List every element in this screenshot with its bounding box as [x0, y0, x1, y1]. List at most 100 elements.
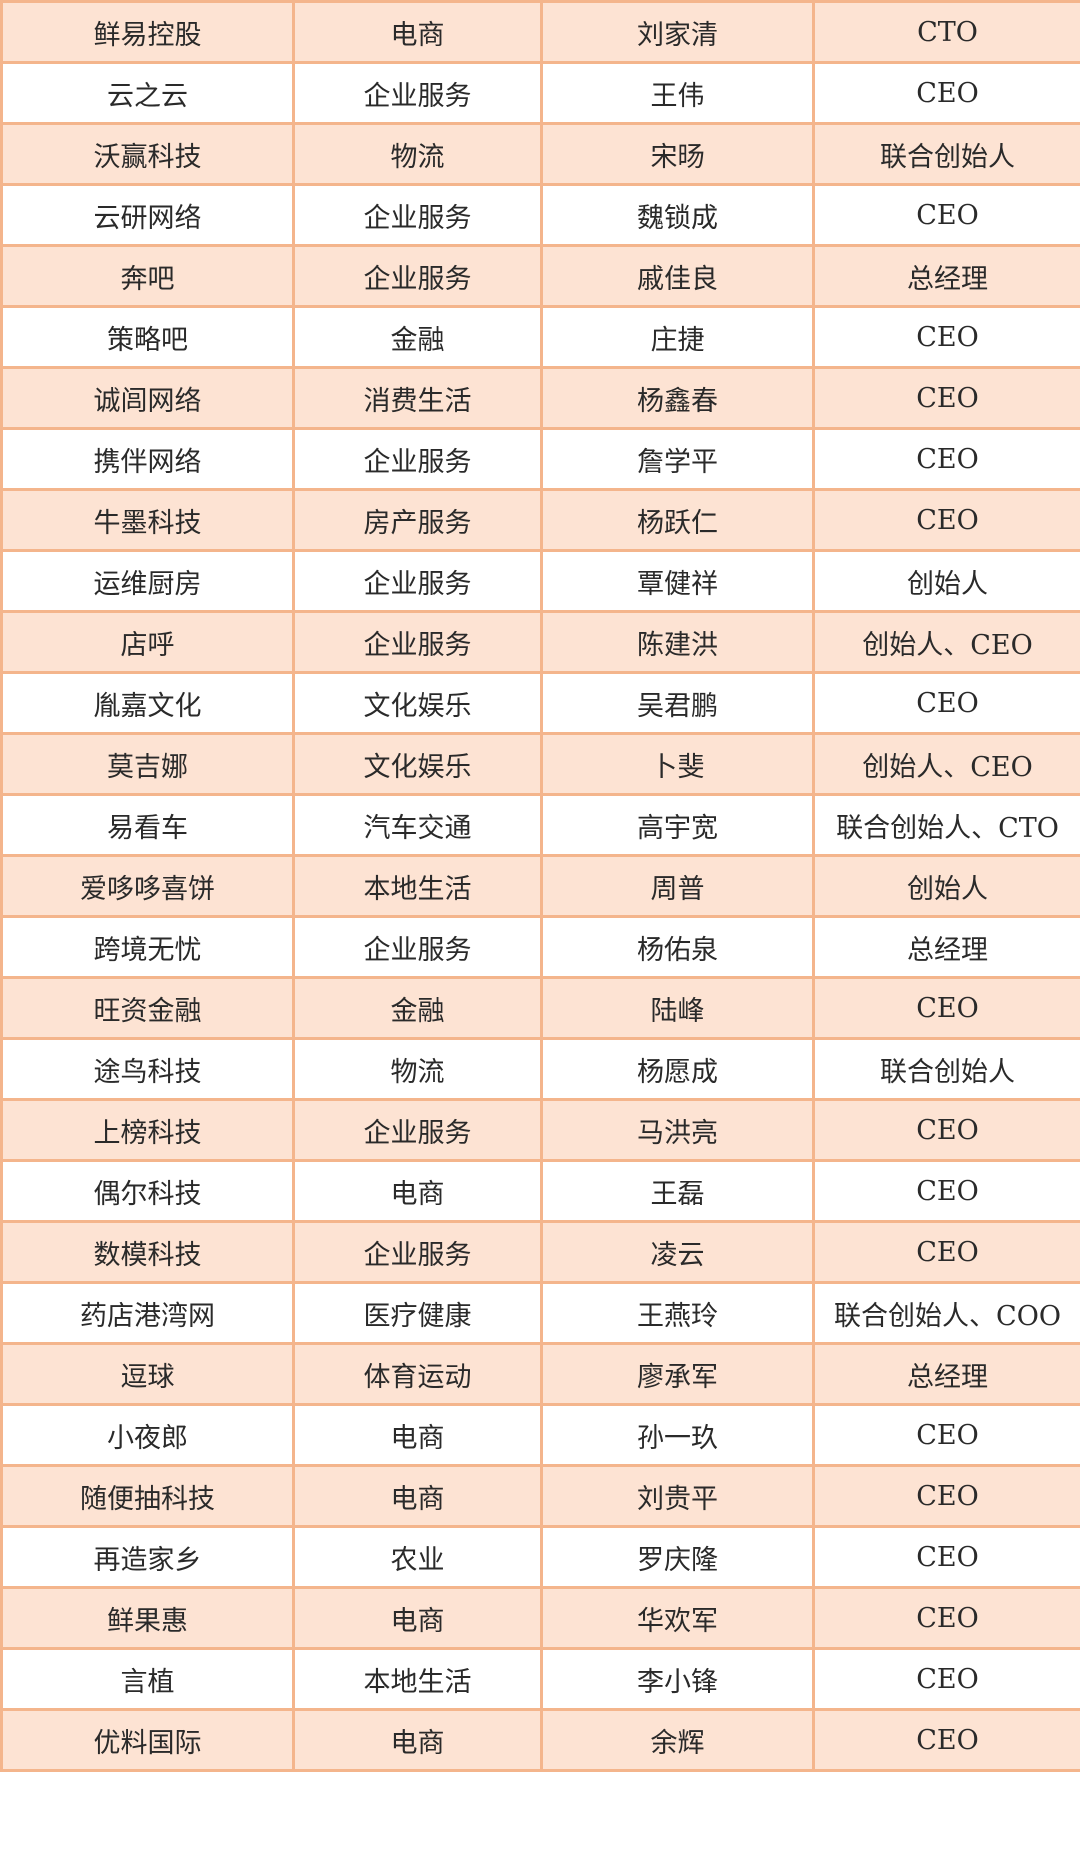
person-cell: 华欢军	[540, 1586, 815, 1650]
company-cell: 云之云	[0, 61, 295, 125]
title-cell: CEO	[812, 427, 1080, 491]
table-row: 药店港湾网 医疗健康 王燕玲 联合创始人、COO	[0, 1281, 1080, 1345]
company-cell: 偶尔科技	[0, 1159, 295, 1223]
industry-cell: 企业服务	[292, 915, 543, 979]
person-cell: 卜斐	[540, 732, 815, 796]
title-cell: 创始人	[812, 549, 1080, 613]
person-cell: 杨鑫春	[540, 366, 815, 430]
industry-cell: 企业服务	[292, 427, 543, 491]
title-cell: CEO	[812, 1220, 1080, 1284]
company-cell: 随便抽科技	[0, 1464, 295, 1528]
industry-cell: 企业服务	[292, 1220, 543, 1284]
company-cell: 上榜科技	[0, 1098, 295, 1162]
title-cell: CEO	[812, 183, 1080, 247]
industry-cell: 电商	[292, 1708, 543, 1772]
title-cell: CEO	[812, 1525, 1080, 1589]
industry-cell: 物流	[292, 122, 543, 186]
title-cell: 联合创始人、COO	[812, 1281, 1080, 1345]
title-cell: 创始人	[812, 854, 1080, 918]
person-cell: 廖承军	[540, 1342, 815, 1406]
company-cell: 诚闾网络	[0, 366, 295, 430]
title-cell: CEO	[812, 1159, 1080, 1223]
industry-cell: 企业服务	[292, 61, 543, 125]
person-cell: 高宇宽	[540, 793, 815, 857]
industry-cell: 体育运动	[292, 1342, 543, 1406]
table-row: 小夜郎 电商 孙一玖 CEO	[0, 1403, 1080, 1467]
table-row: 旺资金融 金融 陆峰 CEO	[0, 976, 1080, 1040]
table-row: 随便抽科技 电商 刘贵平 CEO	[0, 1464, 1080, 1528]
title-cell: CEO	[812, 976, 1080, 1040]
company-cell: 店呼	[0, 610, 295, 674]
table-row: 上榜科技 企业服务 马洪亮 CEO	[0, 1098, 1080, 1162]
title-cell: CEO	[812, 488, 1080, 552]
industry-cell: 文化娱乐	[292, 671, 543, 735]
person-cell: 陈建洪	[540, 610, 815, 674]
title-cell: CEO	[812, 1647, 1080, 1711]
company-cell: 鲜易控股	[0, 0, 295, 64]
title-cell: 联合创始人、CTO	[812, 793, 1080, 857]
table-row: 云研网络 企业服务 魏锁成 CEO	[0, 183, 1080, 247]
person-cell: 杨愿成	[540, 1037, 815, 1101]
person-cell: 杨跃仁	[540, 488, 815, 552]
person-cell: 孙一玖	[540, 1403, 815, 1467]
industry-cell: 农业	[292, 1525, 543, 1589]
person-cell: 詹学平	[540, 427, 815, 491]
person-cell: 杨佑泉	[540, 915, 815, 979]
company-cell: 胤嘉文化	[0, 671, 295, 735]
industry-cell: 电商	[292, 1159, 543, 1223]
title-cell: CEO	[812, 1464, 1080, 1528]
company-cell: 易看车	[0, 793, 295, 857]
industry-cell: 企业服务	[292, 1098, 543, 1162]
title-cell: CEO	[812, 366, 1080, 430]
industry-cell: 企业服务	[292, 610, 543, 674]
company-cell: 云研网络	[0, 183, 295, 247]
company-cell: 优料国际	[0, 1708, 295, 1772]
person-cell: 吴君鹏	[540, 671, 815, 735]
company-cell: 携伴网络	[0, 427, 295, 491]
title-cell: CEO	[812, 1586, 1080, 1650]
title-cell: CTO	[812, 0, 1080, 64]
person-cell: 王磊	[540, 1159, 815, 1223]
company-cell: 跨境无忧	[0, 915, 295, 979]
title-cell: CEO	[812, 1403, 1080, 1467]
company-cell: 数模科技	[0, 1220, 295, 1284]
person-cell: 余辉	[540, 1708, 815, 1772]
industry-cell: 电商	[292, 1403, 543, 1467]
person-cell: 李小锋	[540, 1647, 815, 1711]
person-cell: 覃健祥	[540, 549, 815, 613]
table-row: 鲜果惠 电商 华欢军 CEO	[0, 1586, 1080, 1650]
table-body: 鲜易控股 电商 刘家清 CTO 云之云 企业服务 王伟 CEO 沃赢科技 物流 宋旸 联合创始人 云研网…	[0, 0, 1080, 1772]
title-cell: 创始人、CEO	[812, 732, 1080, 796]
table-row: 逗球 体育运动 廖承军 总经理	[0, 1342, 1080, 1406]
title-cell: 总经理	[812, 1342, 1080, 1406]
table-row: 云之云 企业服务 王伟 CEO	[0, 61, 1080, 125]
person-cell: 凌云	[540, 1220, 815, 1284]
title-cell: 创始人、CEO	[812, 610, 1080, 674]
table-row: 莫吉娜 文化娱乐 卜斐 创始人、CEO	[0, 732, 1080, 796]
company-cell: 旺资金融	[0, 976, 295, 1040]
industry-cell: 企业服务	[292, 244, 543, 308]
title-cell: CEO	[812, 1098, 1080, 1162]
company-cell: 策略吧	[0, 305, 295, 369]
title-cell: CEO	[812, 305, 1080, 369]
person-cell: 刘贵平	[540, 1464, 815, 1528]
industry-cell: 企业服务	[292, 183, 543, 247]
title-cell: 联合创始人	[812, 122, 1080, 186]
company-cell: 莫吉娜	[0, 732, 295, 796]
industry-cell: 医疗健康	[292, 1281, 543, 1345]
title-cell: CEO	[812, 61, 1080, 125]
industry-cell: 本地生活	[292, 1647, 543, 1711]
person-cell: 王伟	[540, 61, 815, 125]
industry-cell: 电商	[292, 1464, 543, 1528]
industry-cell: 文化娱乐	[292, 732, 543, 796]
person-cell: 周普	[540, 854, 815, 918]
title-cell: CEO	[812, 1708, 1080, 1772]
company-table: 鲜易控股 电商 刘家清 CTO 云之云 企业服务 王伟 CEO 沃赢科技 物流 宋旸 联合创始人 云研网…	[0, 0, 1080, 1772]
table-row: 途鸟科技 物流 杨愿成 联合创始人	[0, 1037, 1080, 1101]
title-cell: CEO	[812, 671, 1080, 735]
company-cell: 爱哆哆喜饼	[0, 854, 295, 918]
title-cell: 总经理	[812, 915, 1080, 979]
table-row: 诚闾网络 消费生活 杨鑫春 CEO	[0, 366, 1080, 430]
table-row: 再造家乡 农业 罗庆隆 CEO	[0, 1525, 1080, 1589]
table-row: 携伴网络 企业服务 詹学平 CEO	[0, 427, 1080, 491]
